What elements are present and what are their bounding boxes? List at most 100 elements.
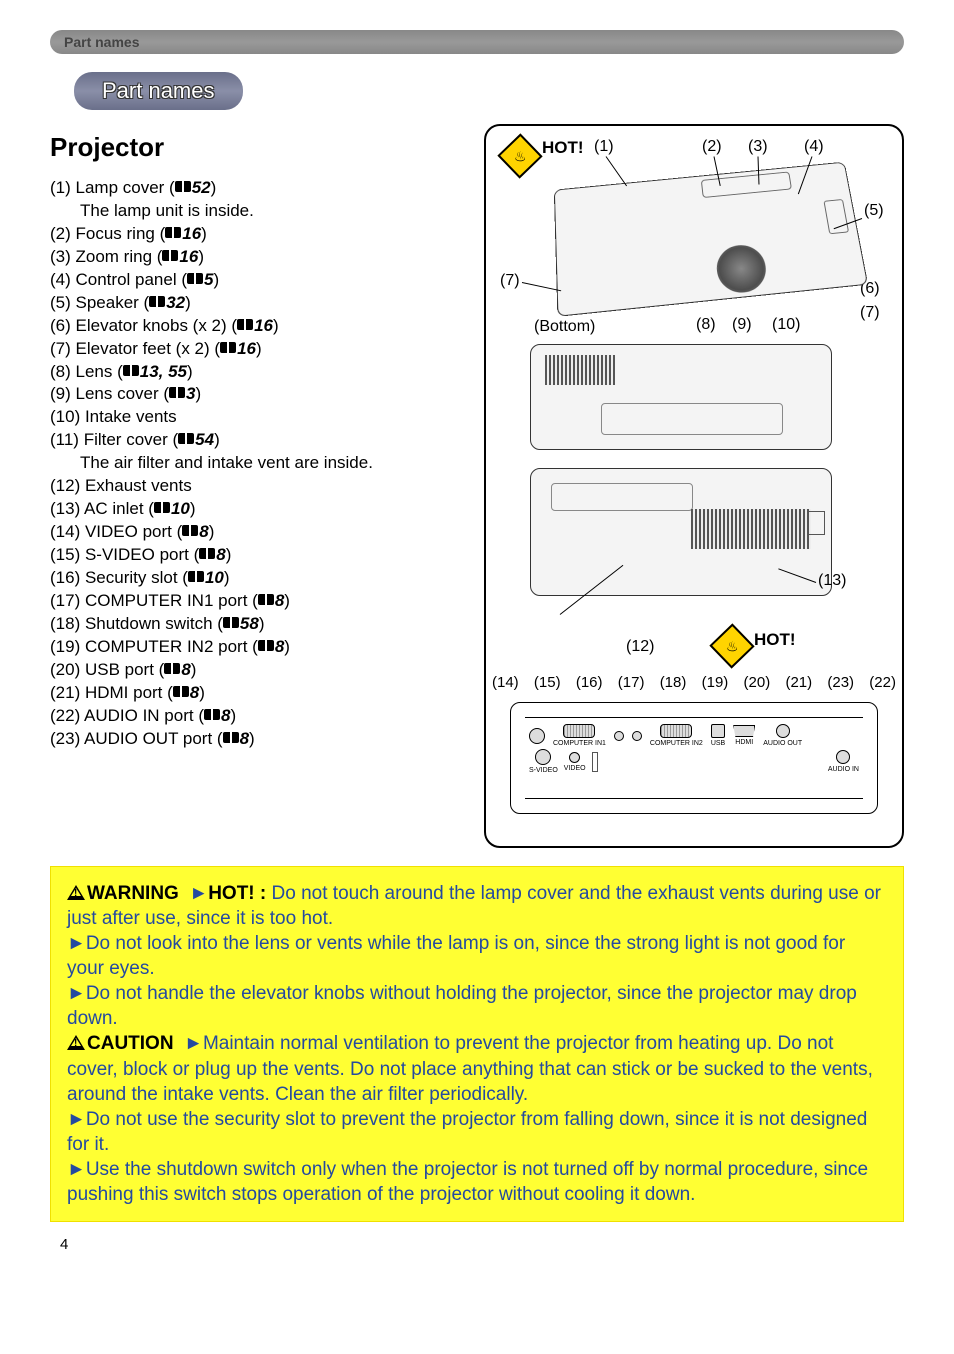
part-row: (14) VIDEO port (8) <box>50 521 474 544</box>
book-icon <box>258 640 274 653</box>
port-label: HDMI <box>735 739 753 746</box>
callout: (20) <box>744 674 771 691</box>
part-row: (6) Elevator knobs (x 2) (16) <box>50 315 474 338</box>
part-row: (19) COMPUTER IN2 port (8) <box>50 636 474 659</box>
part-row: (21) HDMI port (8) <box>50 682 474 705</box>
ports-panel: COMPUTER IN1 COMPUTER IN2 USB HDMI AUDIO… <box>510 702 878 814</box>
heading-projector: Projector <box>50 132 474 163</box>
port-label: AUDIO OUT <box>763 740 802 747</box>
callout: (1) <box>594 138 614 156</box>
book-icon <box>175 181 191 194</box>
book-icon <box>162 250 178 263</box>
part-row: (7) Elevator feet (x 2) (16) <box>50 338 474 361</box>
part-row: (11) Filter cover (54) <box>50 429 474 452</box>
page-number: 4 <box>60 1236 904 1253</box>
callout: (13) <box>818 572 846 590</box>
part-row: (5) Speaker (32) <box>50 292 474 315</box>
book-icon <box>188 571 204 584</box>
caution-title: CAUTION <box>87 1033 174 1054</box>
port-label: COMPUTER IN2 <box>650 740 703 747</box>
section-title-pill: Part names <box>74 72 243 110</box>
warning-text: Do not look into the lens or vents while… <box>67 933 845 979</box>
book-icon <box>154 502 170 515</box>
port-label: AUDIO IN <box>828 766 859 773</box>
parts-list: (1) Lamp cover (52)The lamp unit is insi… <box>50 177 474 750</box>
callout: (15) <box>534 674 561 691</box>
part-row: (18) Shutdown switch (58) <box>50 613 474 636</box>
callout: (23) <box>827 674 854 691</box>
part-row: (17) COMPUTER IN1 port (8) <box>50 590 474 613</box>
warning-triangle-icon: ! <box>67 885 85 900</box>
book-icon <box>164 663 180 676</box>
hot-label-top: HOT! <box>542 138 584 158</box>
port-label: USB <box>711 740 725 747</box>
callout: (19) <box>702 674 729 691</box>
callout: (2) <box>702 138 722 156</box>
hot-icon: ♨ <box>709 623 754 668</box>
book-icon <box>182 525 198 538</box>
callout: (10) <box>772 316 800 334</box>
part-row: (20) USB port (8) <box>50 659 474 682</box>
callout: (8) <box>696 316 716 334</box>
part-row: (10) Intake vents <box>50 406 474 429</box>
book-icon <box>178 433 194 446</box>
book-icon <box>149 296 165 309</box>
part-row: (22) AUDIO IN port (8) <box>50 705 474 728</box>
caution-triangle-icon: ! <box>67 1035 85 1050</box>
projector-diagram: ♨ HOT! (1) (2) (3) (4) (5) (6) (7) (7) (… <box>484 124 904 848</box>
callout: (7) <box>860 304 880 322</box>
port-label: VIDEO <box>564 765 586 772</box>
caution-text: Use the shutdown switch only when the pr… <box>67 1159 868 1205</box>
hot-icon: ♨ <box>497 133 542 178</box>
callout: (18) <box>660 674 687 691</box>
part-subtext: The lamp unit is inside. <box>50 200 474 223</box>
part-row: (23) AUDIO OUT port (8) <box>50 728 474 751</box>
book-icon <box>258 594 274 607</box>
hot-label-rear: HOT! <box>754 630 796 650</box>
book-icon <box>165 227 181 240</box>
warning-title: WARNING <box>87 883 179 904</box>
book-icon <box>199 548 215 561</box>
part-row: (2) Focus ring (16) <box>50 223 474 246</box>
book-icon <box>169 387 185 400</box>
projector-rear-illustration <box>530 468 832 596</box>
warning-box: !WARNING ►HOT! : Do not touch around the… <box>50 866 904 1222</box>
book-icon <box>237 319 253 332</box>
bottom-label: (Bottom) <box>534 318 595 336</box>
part-row: (16) Security slot (10) <box>50 567 474 590</box>
section-title: Part names <box>102 78 215 103</box>
callout: (5) <box>864 202 884 220</box>
projector-top-illustration <box>554 162 868 317</box>
book-icon <box>204 709 220 722</box>
callout: (4) <box>804 138 824 156</box>
part-row: (1) Lamp cover (52) <box>50 177 474 200</box>
callout: (22) <box>869 674 896 691</box>
callout: (21) <box>785 674 812 691</box>
callout: (12) <box>626 638 654 656</box>
book-icon <box>173 686 189 699</box>
projector-bottom-illustration <box>530 344 832 450</box>
part-row: (3) Zoom ring (16) <box>50 246 474 269</box>
part-row: (9) Lens cover (3) <box>50 383 474 406</box>
warning-text: Do not handle the elevator knobs without… <box>67 983 857 1029</box>
part-subtext: The air filter and intake vent are insid… <box>50 452 474 475</box>
callout: (9) <box>732 316 752 334</box>
part-row: (15) S-VIDEO port (8) <box>50 544 474 567</box>
part-row: (12) Exhaust vents <box>50 475 474 498</box>
book-icon <box>220 342 236 355</box>
callout: (3) <box>748 138 768 156</box>
port-label: COMPUTER IN1 <box>553 740 606 747</box>
part-row: (4) Control panel (5) <box>50 269 474 292</box>
callout: (16) <box>576 674 603 691</box>
header-bar: Part names <box>50 30 904 54</box>
book-icon <box>223 732 239 745</box>
port-label: S-VIDEO <box>529 767 558 774</box>
book-icon <box>187 273 203 286</box>
caution-text: Do not use the security slot to prevent … <box>67 1109 867 1155</box>
part-row: (8) Lens (13, 55) <box>50 361 474 384</box>
book-icon <box>123 365 139 378</box>
port-callout-row: (14) (15) (16) (17) (18) (19) (20) (21) … <box>492 674 896 691</box>
part-row: (13) AC inlet (10) <box>50 498 474 521</box>
callout: (7) <box>500 272 520 290</box>
callout: (14) <box>492 674 519 691</box>
